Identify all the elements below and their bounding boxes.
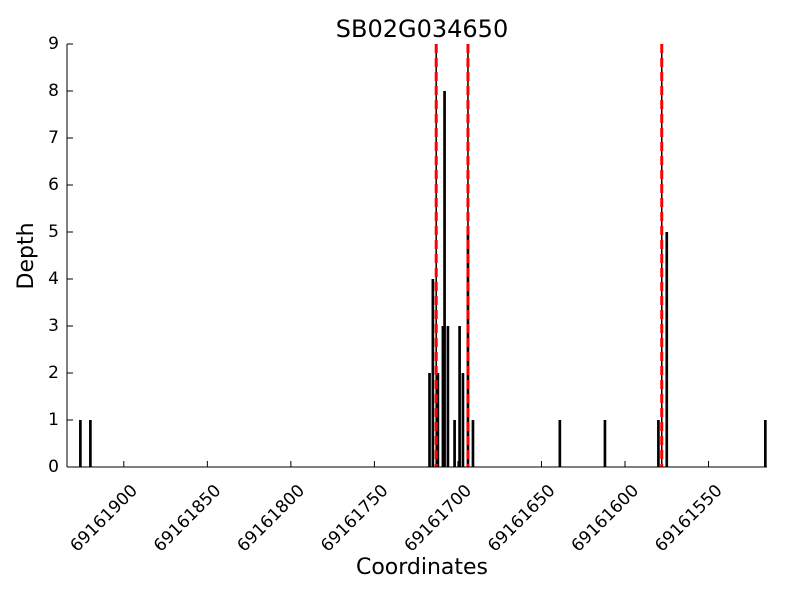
y-tick-label: 4 — [48, 269, 59, 289]
bar — [431, 279, 435, 467]
chart-title: SB02G034650 — [336, 15, 508, 43]
bar — [436, 373, 440, 467]
bar — [428, 373, 431, 467]
y-tick-label: 3 — [48, 316, 59, 336]
bar — [603, 420, 607, 467]
y-tick-label: 1 — [48, 410, 59, 430]
x-tick-label: 69161850 — [150, 481, 225, 556]
y-tick-label: 6 — [48, 175, 59, 195]
x-tick-label: 69161700 — [401, 481, 476, 556]
x-tick-label: 69161900 — [66, 481, 141, 556]
bar — [89, 420, 92, 467]
x-tick-label: 69161600 — [568, 481, 643, 556]
x-axis-label: Coordinates — [356, 555, 488, 580]
bar — [446, 326, 450, 467]
x-tick-label: 69161750 — [317, 481, 392, 556]
bar — [763, 420, 767, 467]
y-axis-label: Depth — [14, 222, 39, 289]
bar — [558, 420, 562, 467]
y-tick-label: 0 — [48, 457, 59, 477]
y-tick-label: 8 — [48, 81, 59, 101]
x-tick-label: 69161800 — [234, 481, 309, 556]
bar — [79, 420, 82, 467]
y-tick-label: 7 — [48, 128, 59, 148]
bar — [453, 420, 456, 467]
y-tick-label: 5 — [48, 222, 59, 242]
bar — [665, 232, 669, 467]
bar — [657, 420, 660, 467]
bar — [458, 326, 461, 467]
y-tick-label: 9 — [48, 34, 59, 54]
x-tick-label: 69161550 — [651, 481, 726, 556]
bar — [461, 373, 465, 467]
bar — [441, 326, 445, 467]
y-tick-label: 2 — [48, 363, 59, 383]
x-tick-label: 69161650 — [484, 481, 559, 556]
bar — [471, 420, 475, 467]
bar — [443, 91, 446, 467]
